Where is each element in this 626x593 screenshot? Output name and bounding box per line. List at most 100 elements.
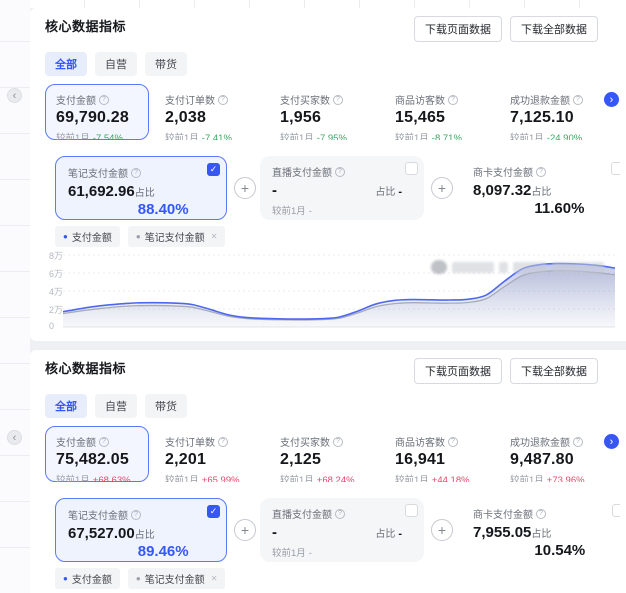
download-all-data-button[interactable]: 下载全部数据 [510,16,598,42]
metric-card-order-count[interactable]: 支付订单数? 2,201 较前1月 +65.99% [160,426,264,482]
tab-self-operated[interactable]: 自营 [95,52,137,76]
info-icon[interactable]: ? [131,167,141,178]
download-all-data-button[interactable]: 下载全部数据 [510,358,598,384]
metric-value: 2,125 [280,451,322,468]
carousel-left-arrow[interactable]: ‹ [7,430,22,445]
checkbox-unchecked[interactable] [405,504,418,517]
breakdown-value: 61,692.96 [68,183,135,200]
metric-change: +68.63% [92,475,131,482]
info-icon[interactable]: ? [131,509,141,520]
metric-card-buyer-count[interactable]: 支付买家数? 1,956 较前1月 -7.95% [275,84,379,140]
metric-change: +44.18% [431,475,470,482]
metric-card-product-visitors[interactable]: 商品访客数? 15,465 较前1月 -8.71% [390,84,494,140]
scope-tabs: 全部 自营 带货 [45,394,626,418]
checkbox-unchecked[interactable] [611,162,620,175]
breakdown-value: - [272,524,277,541]
carousel-left-arrow[interactable]: ‹ [7,88,22,103]
tab-affiliate[interactable]: 带货 [145,52,187,76]
trend-chart: 8万 6万 4万 2万 0 [49,251,615,335]
metric-card-payment-amount[interactable]: 支付金额? 75,482.05 较前1月 +68.63% [45,426,149,482]
metric-change: +68.24% [316,475,355,482]
breakdown-value: 7,955.05 [473,524,532,541]
carousel-right-arrow[interactable]: › [604,92,619,107]
tab-all[interactable]: 全部 [45,394,87,418]
metric-card-row: 支付金额? 75,482.05 较前1月 +68.63% 支付订单数? 2,201… [45,426,626,482]
metric-card-refund-amount[interactable]: 成功退款金额? 7,125.10 较前1月 -24.90% [505,84,609,140]
info-icon[interactable]: ? [448,94,458,105]
info-icon[interactable]: ? [335,166,345,177]
scope-tabs: 全部 自营 带货 [45,52,626,76]
legend-item-payment-amount[interactable]: ● 支付金额 [55,226,120,247]
info-icon[interactable]: ? [333,94,343,105]
metric-card-product-visitors[interactable]: 商品访客数? 16,941 较前1月 +44.18% [390,426,494,482]
y-tick: 8万 [49,251,64,261]
metric-value: 2,201 [165,451,207,468]
info-icon[interactable]: ? [333,436,343,447]
metric-card-buyer-count[interactable]: 支付买家数? 2,125 较前1月 +68.24% [275,426,379,482]
metric-value: 69,790.28 [56,109,129,126]
checkbox-checked[interactable]: ✓ [207,163,220,176]
page-top-strip [30,0,626,8]
checkbox-checked[interactable]: ✓ [207,505,220,518]
info-icon[interactable]: ? [448,436,458,447]
metric-card-payment-amount[interactable]: 支付金额? 69,790.28 较前1月 -7.54% [45,84,149,140]
core-metrics-panel-2: 核心数据指标 下载页面数据 下载全部数据 全部 自营 带货 支付金额? 75,4… [7,350,626,593]
add-metric-button[interactable]: + [234,519,256,541]
y-tick: 2万 [49,305,64,315]
add-metric-button[interactable]: + [234,177,256,199]
metric-change: -8.71% [431,133,462,140]
carousel-right-arrow[interactable]: › [604,434,619,449]
breakdown-card-note-payment[interactable]: ✓ 笔记支付金额? 61,692.96 占比88.40% 较前1月-8.64% [55,156,227,220]
breakdown-card-live-payment[interactable]: 直播支付金额? - 占比 - 较前1月 - [260,498,424,562]
legend-dot-icon: ● [135,231,141,241]
download-page-data-button[interactable]: 下载页面数据 [414,16,502,42]
chart-legend: ● 支付金额 ● 笔记支付金额 ✕ [55,568,626,589]
chart-legend: ● 支付金额 ● 笔记支付金额 ✕ [55,226,626,247]
checkbox-unchecked[interactable] [612,504,620,517]
add-metric-button[interactable]: + [431,177,453,199]
breakdown-ratio: 11.60% [534,200,585,217]
breakdown-card-live-payment[interactable]: 直播支付金额? - 占比 - 较前1月 - [260,156,424,220]
legend-item-note-payment-amount[interactable]: ● 笔记支付金额 ✕ [127,226,226,247]
metric-value: 7,125.10 [510,109,574,126]
tab-all[interactable]: 全部 [45,52,87,76]
breakdown-card-product-card-payment[interactable]: 商卡支付金额? 8,097.32 占比11.60% 较前1月+1.79% [461,156,620,220]
legend-item-note-payment-amount[interactable]: ● 笔记支付金额 ✕ [127,568,226,589]
legend-item-payment-amount[interactable]: ● 支付金额 [55,568,120,589]
breakdown-ratio: - [398,528,402,540]
breakdown-card-product-card-payment[interactable]: 商卡支付金额? 7,955.05 占比10.54% 较前1月+85.40% [461,498,620,562]
breakdown-card-row: ✓ 笔记支付金额? 61,692.96 占比88.40% 较前1月-8.64% … [55,156,620,220]
breakdown-card-note-payment[interactable]: ✓ 笔记支付金额? 67,527.00 占比89.46% 较前1月+66.89% [55,498,227,562]
metric-card-row: 支付金额? 69,790.28 较前1月 -7.54% 支付订单数? 2,038 … [45,84,626,140]
close-icon[interactable]: ✕ [210,232,218,241]
chevron-right-icon: › [609,93,614,106]
chevron-left-icon: ‹ [12,431,17,444]
metric-value: 16,941 [395,451,446,468]
tab-self-operated[interactable]: 自营 [95,394,137,418]
checkbox-unchecked[interactable] [405,162,418,175]
info-icon[interactable]: ? [536,508,546,519]
info-icon[interactable]: ? [99,436,109,447]
metric-change: +65.99% [201,475,240,482]
add-metric-button[interactable]: + [431,519,453,541]
legend-dot-icon: ● [63,231,68,241]
breakdown-change: - [308,206,312,217]
info-icon[interactable]: ? [218,94,228,105]
breakdown-ratio: 88.40% [137,201,189,218]
metric-value: 15,465 [395,109,446,126]
info-icon[interactable]: ? [99,94,109,105]
legend-dot-icon: ● [63,573,68,583]
tab-affiliate[interactable]: 带货 [145,394,187,418]
close-icon[interactable]: ✕ [210,574,218,583]
info-icon[interactable]: ? [573,94,583,105]
metric-card-order-count[interactable]: 支付订单数? 2,038 较前1月 -7.41% [160,84,264,140]
info-icon[interactable]: ? [573,436,583,447]
area-chart-canvas [63,254,615,328]
download-page-data-button[interactable]: 下载页面数据 [414,358,502,384]
info-icon[interactable]: ? [335,508,345,519]
metric-change: +73.96% [546,475,585,482]
metric-card-refund-amount[interactable]: 成功退款金额? 9,487.80 较前1月 +73.96% [505,426,609,482]
info-icon[interactable]: ? [218,436,228,447]
info-icon[interactable]: ? [536,166,546,177]
breakdown-value: 8,097.32 [473,182,532,199]
